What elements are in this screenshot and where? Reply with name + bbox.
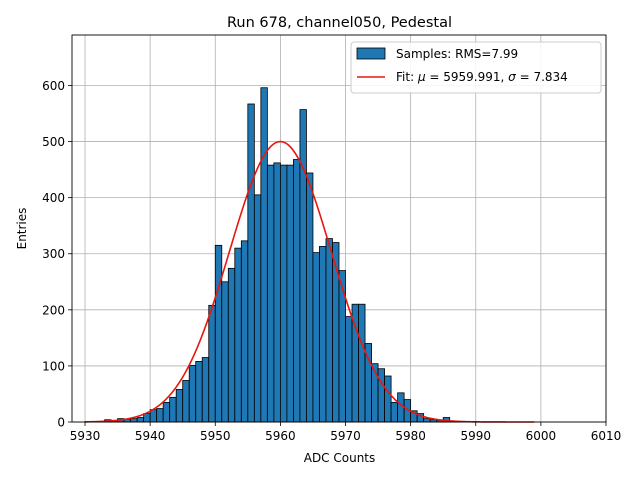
histogram-bar	[306, 172, 314, 423]
histogram-bar	[345, 316, 353, 423]
histogram-bar	[136, 417, 145, 423]
y-tick-label: 500	[42, 135, 65, 149]
legend-box	[350, 41, 602, 94]
x-tick-label: 5960	[265, 429, 296, 443]
histogram-bar	[156, 408, 164, 423]
legend-samples-label: Samples: RMS=7.99	[396, 47, 518, 61]
chart-title: Run 678, channel050, Pedestal	[227, 15, 452, 31]
histogram-bar	[273, 162, 281, 423]
x-tick-label: 5930	[70, 429, 101, 443]
histogram-bar	[188, 364, 197, 423]
histogram-bar	[214, 244, 223, 423]
legend-fit-label: Fit: μ = 5959.991, σ = 7.834	[396, 70, 568, 84]
y-tick-label: 400	[42, 191, 65, 205]
y-tick-label: 300	[42, 247, 65, 261]
histogram-bar	[312, 252, 320, 423]
y-axis-label: Entries	[15, 208, 29, 250]
x-tick-label: 5940	[135, 429, 166, 443]
histogram-bar	[325, 238, 333, 423]
y-axis-ticks: 0 100 200 300 400 500 600	[42, 79, 72, 430]
histogram-bar	[208, 304, 216, 423]
histogram-bar	[384, 375, 392, 423]
x-axis-label: ADC Counts	[304, 451, 376, 465]
histogram-bar	[195, 361, 203, 423]
histogram-bar	[299, 109, 307, 423]
histogram-bar	[390, 401, 399, 423]
histogram-bar	[143, 413, 151, 423]
x-axis-ticks: 5930 5940 5950 5960 5970 5980 5990 6000 6010	[70, 422, 622, 443]
histogram-bar	[182, 380, 190, 423]
x-tick-label: 5990	[460, 429, 491, 443]
histogram-bar	[332, 242, 340, 423]
y-tick-label: 600	[42, 79, 65, 93]
histogram-bar	[286, 164, 294, 423]
histogram-bar	[260, 87, 268, 423]
histogram-bars	[84, 87, 464, 423]
y-tick-label: 0	[57, 416, 65, 430]
histogram-bar	[234, 247, 242, 423]
histogram-bar	[169, 396, 177, 423]
histogram-bar	[279, 164, 288, 423]
x-tick-label: 6010	[591, 429, 622, 443]
histogram-bar	[377, 368, 385, 423]
histogram-bar	[247, 103, 255, 423]
y-tick-label: 100	[42, 359, 65, 373]
x-tick-label: 5970	[330, 429, 361, 443]
histogram-bar	[266, 164, 275, 423]
legend-samples-swatch	[356, 47, 386, 60]
plot-frame	[71, 34, 607, 423]
histogram-bar	[201, 357, 210, 423]
histogram-bar	[358, 303, 366, 423]
histogram-bar	[162, 401, 171, 423]
legend: Samples: RMS=7.99 Fit: μ = 5959.991, σ =…	[350, 41, 602, 94]
histogram-bar	[319, 246, 327, 423]
histogram-bar	[130, 418, 138, 423]
x-tick-label: 5980	[395, 429, 426, 443]
histogram-bar	[240, 240, 249, 423]
histogram-bar	[293, 159, 301, 423]
histogram-bar	[227, 267, 236, 423]
x-tick-label: 5950	[200, 429, 231, 443]
histogram-bar	[221, 281, 229, 423]
histogram-bar	[253, 194, 262, 423]
histogram-bar	[423, 418, 431, 423]
x-tick-label: 6000	[526, 429, 557, 443]
fit-curve	[85, 140, 535, 423]
y-tick-label: 200	[42, 303, 65, 317]
histogram-bar	[175, 389, 184, 423]
